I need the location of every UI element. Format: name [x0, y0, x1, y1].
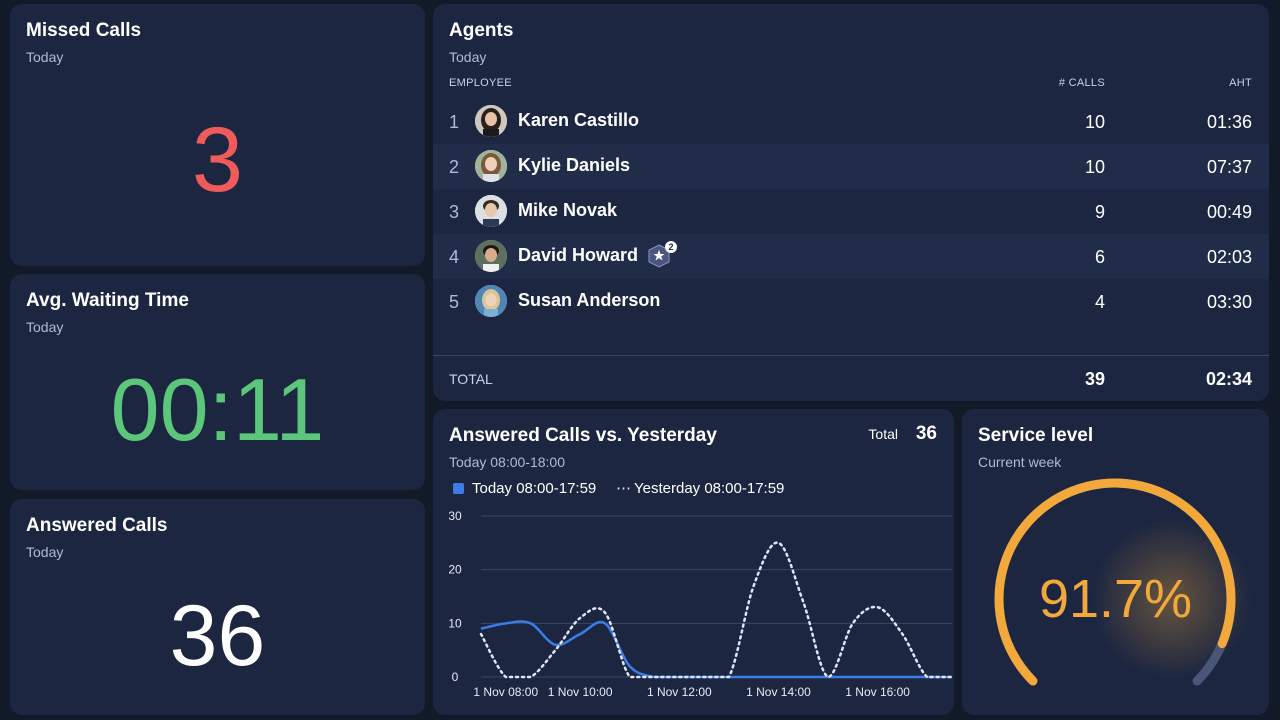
chart-total-label: Total [868, 426, 898, 442]
y-tick-label: 0 [452, 670, 459, 684]
total-calls: 39 [1084, 369, 1105, 389]
x-tick-label: 1 Nov 16:00 [845, 685, 910, 699]
y-tick-label: 30 [448, 509, 462, 523]
missed-calls-title: Missed Calls [26, 20, 142, 41]
chart-total-value: 36 [915, 423, 937, 444]
gauge-glow [1092, 519, 1252, 679]
agent-name: Kylie Daniels [518, 155, 631, 175]
avg-waiting-card: Avg. Waiting Time Today 00:11 [10, 274, 425, 490]
table-row[interactable]: 3 Mike Novak 9 00:49 [433, 189, 1269, 234]
answered-calls-title: Answered Calls [26, 515, 168, 536]
table-row[interactable]: 1 Karen Castillo 10 01:36 [433, 99, 1269, 144]
answered-calls-value: 36 [169, 588, 266, 684]
service-level-subtitle: Current week [978, 454, 1062, 470]
gauge-fill [994, 478, 1236, 686]
legend-yesterday[interactable]: Yesterday 08:00-17:59 [634, 480, 785, 497]
series-yesterday-line [479, 541, 954, 679]
row-rank: 5 [449, 292, 460, 312]
row-rank: 3 [449, 202, 460, 222]
avatar [475, 105, 507, 137]
avatar [475, 150, 507, 182]
x-tick-label: 1 Nov 08:00 [473, 685, 538, 699]
table-row[interactable]: 2 Kylie Daniels 10 07:37 [433, 144, 1269, 189]
agent-name: Karen Castillo [518, 110, 640, 130]
missed-calls-card: Missed Calls Today 3 [10, 4, 425, 266]
legend-yesterday-swatch: ⋯ [616, 480, 632, 497]
agent-aht: 07:37 [1206, 157, 1252, 177]
avatar [475, 285, 507, 317]
answered-calls-subtitle: Today [26, 544, 64, 560]
missed-calls-subtitle: Today [26, 49, 64, 65]
answered-calls-card: Answered Calls Today 36 [10, 499, 425, 715]
agent-calls: 6 [1094, 247, 1105, 267]
row-rank: 4 [449, 247, 460, 267]
agent-calls: 4 [1094, 292, 1105, 312]
avatar [475, 240, 507, 272]
answered-vs-yesterday-card: Answered Calls vs. Yesterday Today 08:00… [433, 409, 954, 715]
agent-calls: 9 [1094, 202, 1105, 222]
agent-aht: 01:36 [1206, 112, 1252, 132]
chart-title: Answered Calls vs. Yesterday [449, 425, 717, 446]
row-rank: 1 [449, 112, 460, 132]
avg-waiting-value: 00:11 [110, 360, 325, 459]
agent-calls: 10 [1084, 112, 1105, 132]
avatar [475, 195, 507, 227]
divider [433, 355, 1269, 356]
column-header-calls[interactable]: # CALLS [1058, 77, 1105, 89]
y-tick-label: 20 [448, 563, 462, 577]
avg-waiting-subtitle: Today [26, 319, 64, 335]
chart-subtitle: Today 08:00-18:00 [449, 454, 565, 470]
total-label: TOTAL [449, 371, 493, 387]
agent-aht: 03:30 [1206, 292, 1252, 312]
missed-calls-value: 3 [191, 109, 244, 211]
y-tick-label: 10 [448, 616, 462, 630]
agent-aht: 02:03 [1206, 247, 1252, 267]
row-rank: 2 [449, 157, 460, 177]
total-aht: 02:34 [1205, 369, 1252, 389]
legend-today-swatch [453, 483, 464, 494]
service-level-value: 91.7% [1038, 569, 1193, 629]
legend-today[interactable]: Today 08:00-17:59 [472, 480, 597, 497]
star-badge-icon[interactable]: 2 [645, 241, 677, 273]
agents-card: Agents Today EMPLOYEE # CALLS AHT 1 Kare… [433, 4, 1269, 401]
x-tick-label: 1 Nov 10:00 [548, 685, 613, 699]
agent-calls: 10 [1084, 157, 1105, 177]
column-header-aht[interactable]: AHT [1229, 77, 1252, 89]
table-row[interactable]: 5 Susan Anderson 4 03:30 [433, 279, 1269, 324]
service-level-title: Service level [978, 425, 1094, 446]
table-row[interactable]: 4 David Howard 2 6 02:03 [433, 234, 1269, 279]
agent-name: Mike Novak [518, 200, 618, 220]
service-level-gauge [994, 478, 1252, 686]
x-tick-label: 1 Nov 12:00 [647, 685, 712, 699]
column-header-employee[interactable]: EMPLOYEE [449, 77, 512, 89]
answered-calls-line-chart: 0 10 20 30 1 Nov 08:00 1 Nov 10:00 1 Nov 12:00… [448, 509, 954, 699]
x-tick-label: 1 Nov 14:00 [746, 685, 811, 699]
avg-waiting-title: Avg. Waiting Time [26, 290, 189, 311]
agents-subtitle: Today [449, 49, 487, 65]
agent-name: David Howard [518, 245, 639, 265]
agents-title: Agents [449, 20, 514, 41]
badge-count: 2 [668, 242, 673, 252]
service-level-card: Service level Current week 91.7% [962, 409, 1269, 715]
series-today-line [480, 620, 952, 679]
agent-name: Susan Anderson [518, 290, 661, 310]
agent-aht: 00:49 [1206, 202, 1252, 222]
